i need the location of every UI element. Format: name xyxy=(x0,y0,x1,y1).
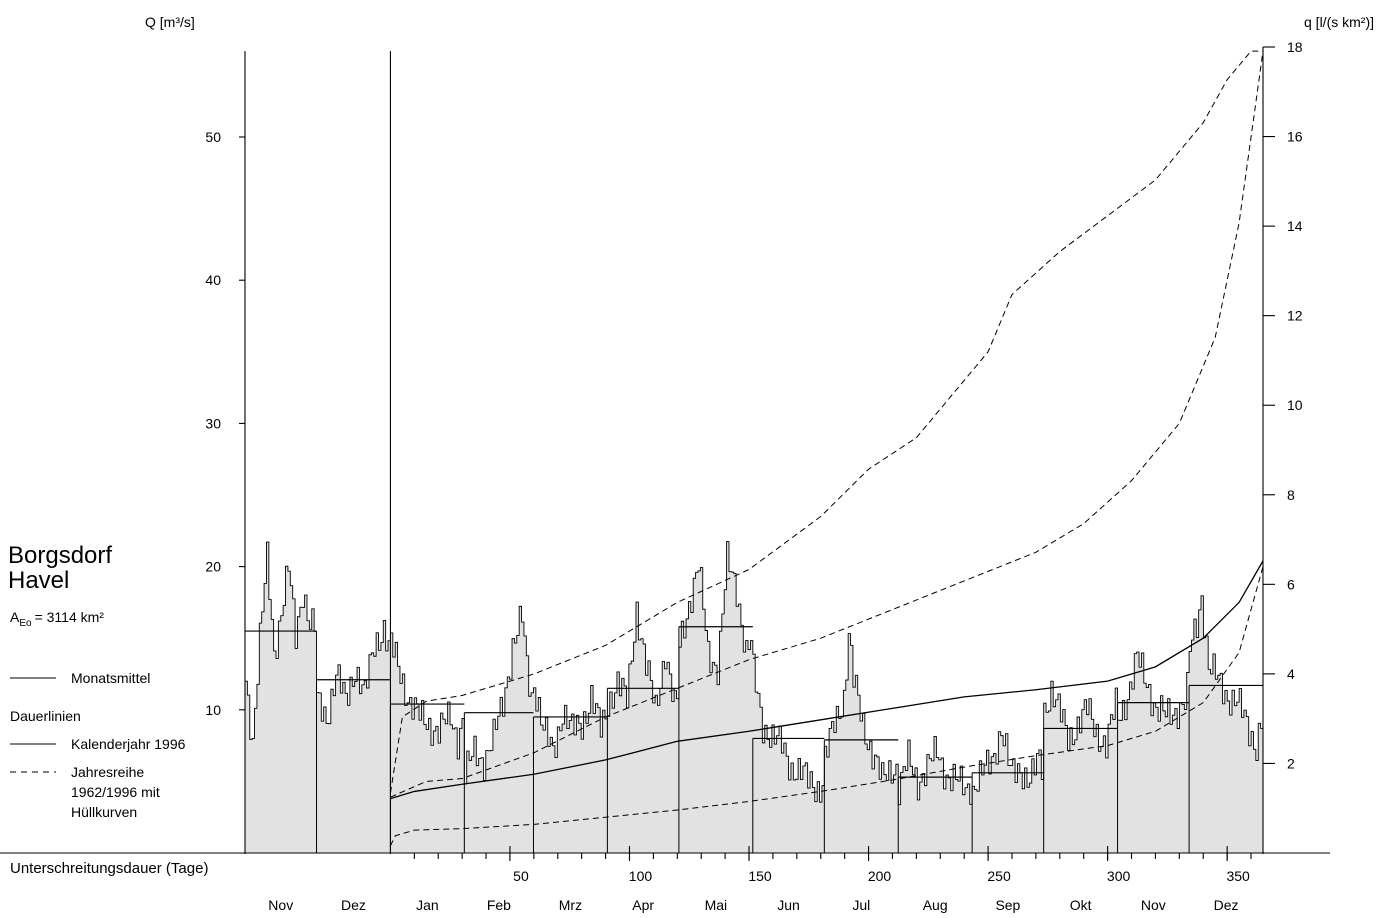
catchment-area: AEo = 3114 km² xyxy=(10,609,104,629)
month-label: Mrz xyxy=(559,897,582,913)
y-left-tick-label: 50 xyxy=(205,129,221,145)
catchment-symbol: A xyxy=(10,609,20,625)
x-tick-label: 250 xyxy=(987,868,1011,884)
station-name: Borgsdorf xyxy=(8,542,112,569)
y-right-tick-label: 8 xyxy=(1287,487,1295,503)
month-label: Jun xyxy=(777,897,800,913)
legend-series-line-1: Jahresreihe xyxy=(71,764,144,780)
legend-series-line-3: Hüllkurven xyxy=(71,804,137,820)
y-right-tick-label: 2 xyxy=(1287,755,1295,771)
y-right-tick-label: 16 xyxy=(1287,129,1303,145)
catchment-subscript: Eo xyxy=(19,618,32,629)
y-left-tick-label: 20 xyxy=(205,559,221,575)
duration-envelope-lower xyxy=(389,566,1264,847)
x-tick-label: 200 xyxy=(868,868,892,884)
y-right-tick-label: 6 xyxy=(1287,576,1295,592)
axes: 10 20 30 40 50 2 4 6 8 10 12 14 16 18 50 100 150 200 250 30… xyxy=(0,39,1330,913)
month-label: Nov xyxy=(268,897,293,913)
y-right-tick-label: 4 xyxy=(1287,666,1295,682)
y-right-tick-label: 12 xyxy=(1287,308,1303,324)
month-label: Nov xyxy=(1141,897,1166,913)
x-tick-label: 100 xyxy=(629,868,653,884)
duration-curve-1996 xyxy=(390,560,1264,800)
x-tick-label: 300 xyxy=(1107,868,1131,884)
month-label: Jul xyxy=(852,897,870,913)
month-label: Okt xyxy=(1070,897,1092,913)
month-label: Mai xyxy=(705,897,728,913)
month-label: Apr xyxy=(632,897,654,913)
y-right-tick-label: 10 xyxy=(1287,397,1303,413)
daily-discharge-bars xyxy=(244,541,1264,854)
y-right-tick-label: 14 xyxy=(1287,218,1303,234)
y-right-label: q [l/(s km²)] xyxy=(1304,14,1374,30)
x-axis-label: Unterschreitungsdauer (Tage) xyxy=(10,860,208,877)
legend-series-line-2: 1962/1996 mit xyxy=(71,784,160,800)
x-tick-label: 50 xyxy=(513,868,529,884)
duration-curves xyxy=(389,50,1264,847)
legend-calendar-year: Kalenderjahr 1996 xyxy=(71,736,186,752)
month-label: Jan xyxy=(416,897,439,913)
x-tick-label: 350 xyxy=(1226,868,1250,884)
month-label: Sep xyxy=(995,897,1020,913)
duration-envelope-upper xyxy=(389,50,1263,793)
daily-discharge-hydrograph xyxy=(244,541,1264,854)
y-left-tick-label: 30 xyxy=(205,415,221,431)
x-tick-label: 150 xyxy=(748,868,772,884)
y-left-tick-label: 10 xyxy=(205,702,221,718)
month-label: Dez xyxy=(341,897,366,913)
y-right-tick-label: 18 xyxy=(1287,39,1303,55)
month-label: Aug xyxy=(923,897,948,913)
y-left-tick-label: 40 xyxy=(205,272,221,288)
river-name: Havel xyxy=(8,567,69,594)
catchment-value: = 3114 km² xyxy=(35,609,105,625)
legend-monthly-mean: Monatsmittel xyxy=(71,670,150,686)
y-left-label: Q [m³/s] xyxy=(145,14,195,30)
legend-duration-title: Dauerlinien xyxy=(10,708,81,724)
month-label: Dez xyxy=(1214,897,1239,913)
month-label: Feb xyxy=(487,897,511,913)
